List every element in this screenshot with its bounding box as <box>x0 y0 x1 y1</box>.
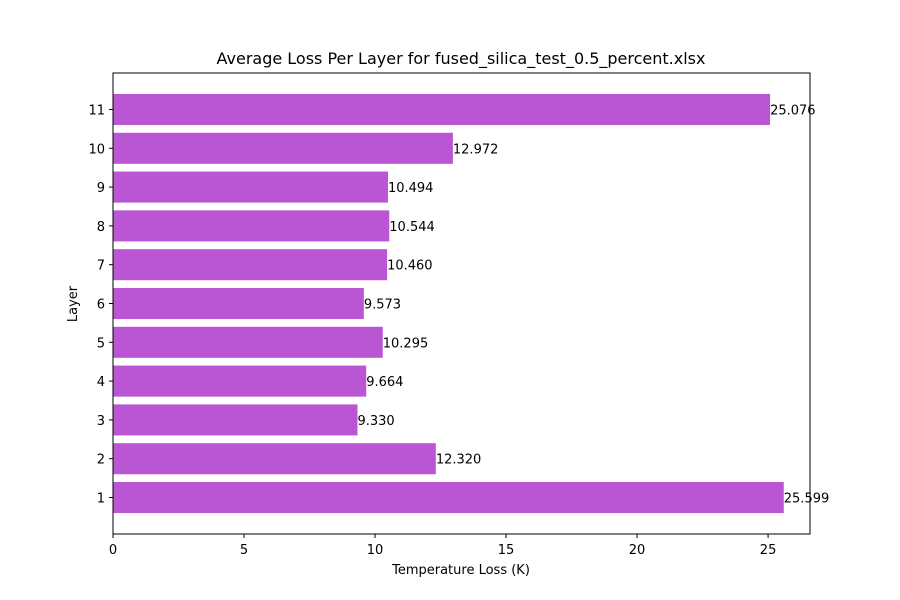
data-label-layer-3: 9.330 <box>357 414 394 429</box>
y-tick-label: 6 <box>97 298 105 313</box>
bar-layer-2 <box>113 443 436 475</box>
bar-layer-10 <box>113 132 453 164</box>
y-tick-label: 4 <box>97 375 105 390</box>
bar-layer-1 <box>113 482 784 514</box>
data-label-layer-2: 12.320 <box>436 453 482 468</box>
data-label-layer-11: 25.076 <box>770 103 816 118</box>
y-tick-label: 9 <box>97 181 105 196</box>
y-tick-label: 7 <box>97 259 105 274</box>
y-axis-label: Layer <box>66 285 81 322</box>
x-axis: 0 5 10 15 20 25 <box>109 534 776 558</box>
plot-frame <box>112 72 811 535</box>
y-tick-label: 11 <box>88 103 105 118</box>
y-tick-label: 8 <box>97 220 105 235</box>
y-axis: 1 2 3 4 5 6 7 8 9 10 11 <box>88 103 113 507</box>
bar-layer-9 <box>113 171 388 203</box>
bar-layer-3 <box>113 404 358 436</box>
bar-layer-5 <box>113 326 383 358</box>
x-axis-label: Temperature Loss (K) <box>391 563 530 578</box>
x-tick-label: 10 <box>367 543 384 558</box>
y-tick-label: 5 <box>97 336 105 351</box>
data-label-layer-6: 9.573 <box>364 298 401 313</box>
bar-layer-6 <box>113 287 364 320</box>
bars-group <box>113 93 784 514</box>
bar-layer-8 <box>113 210 390 242</box>
data-label-layer-8: 10.544 <box>389 220 435 235</box>
chart-title: Average Loss Per Layer for fused_silica_… <box>217 49 706 69</box>
data-label-layer-9: 10.494 <box>388 181 434 196</box>
y-tick-label: 2 <box>97 453 105 468</box>
y-tick-label: 1 <box>97 492 105 507</box>
data-label-layer-5: 10.295 <box>383 336 429 351</box>
x-tick-label: 25 <box>760 543 777 558</box>
x-tick-label: 5 <box>240 543 248 558</box>
x-tick-label: 0 <box>109 543 117 558</box>
data-label-layer-1: 25.599 <box>784 492 830 507</box>
bar-layer-4 <box>113 365 367 397</box>
x-tick-label: 15 <box>498 543 515 558</box>
bar-layer-7 <box>113 249 388 281</box>
y-tick-label: 10 <box>88 142 105 157</box>
data-label-layer-7: 10.460 <box>387 259 433 274</box>
bar-layer-11 <box>113 93 771 125</box>
data-labels-group: 25.599 12.320 9.330 9.664 10.295 9.573 10.460 1… <box>357 103 829 506</box>
x-tick-label: 20 <box>629 543 646 558</box>
data-label-layer-4: 9.664 <box>366 375 403 390</box>
data-label-layer-10: 12.972 <box>453 142 499 157</box>
y-tick-label: 3 <box>97 414 105 429</box>
